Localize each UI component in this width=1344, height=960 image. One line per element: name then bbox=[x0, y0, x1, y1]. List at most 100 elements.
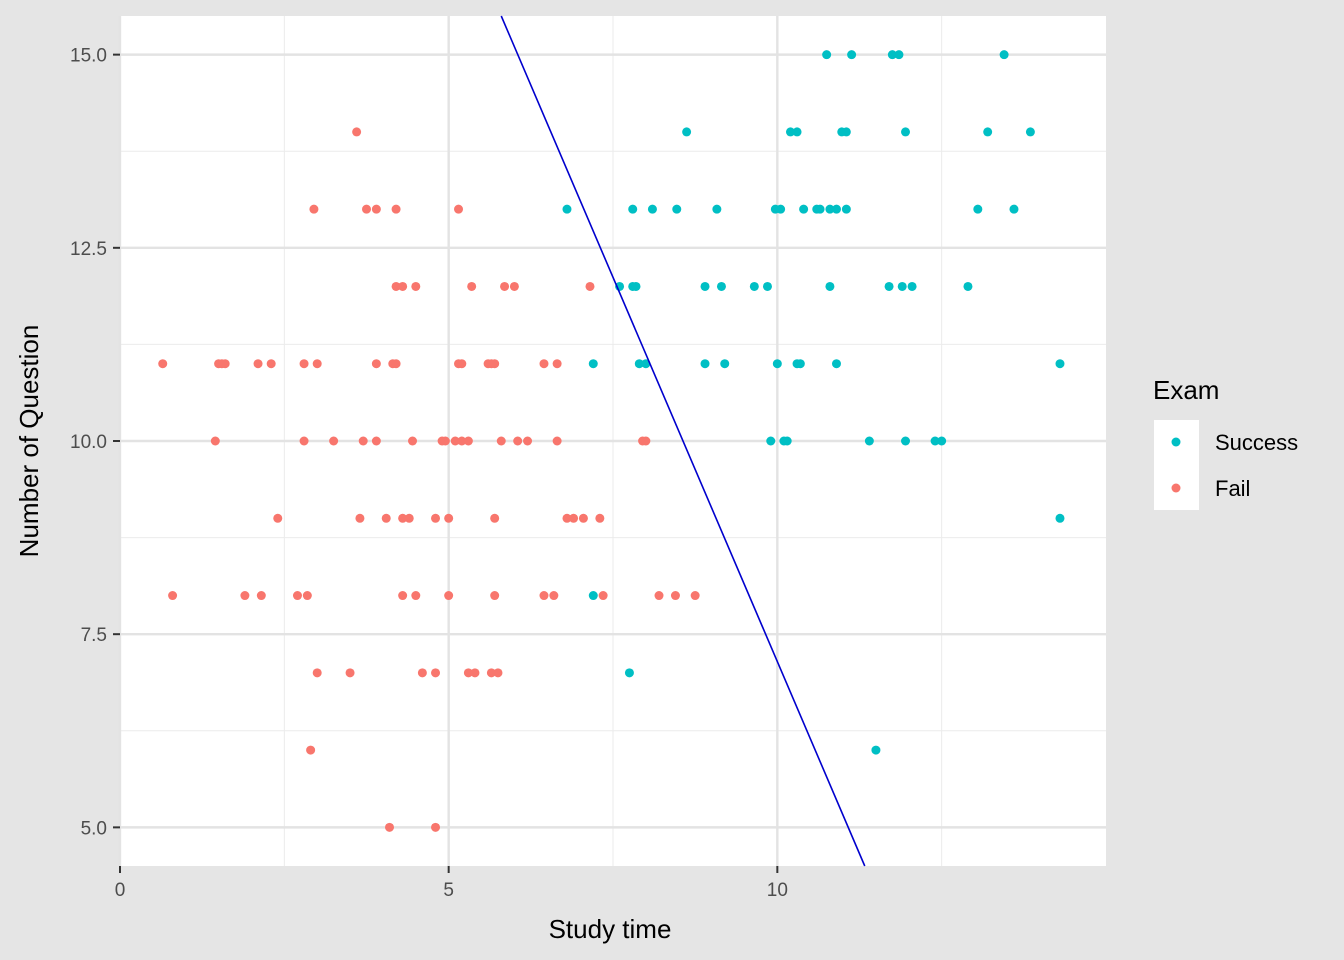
point-success bbox=[762, 281, 772, 291]
point-success bbox=[772, 359, 782, 369]
point-fail bbox=[670, 591, 680, 601]
legend: Exam Success Fail bbox=[1153, 375, 1298, 510]
point-fail bbox=[585, 281, 595, 291]
point-fail bbox=[457, 359, 467, 369]
point-fail bbox=[210, 436, 220, 446]
point-fail bbox=[431, 513, 441, 523]
point-fail bbox=[641, 436, 651, 446]
point-fail bbox=[690, 591, 700, 601]
point-success bbox=[1055, 359, 1065, 369]
point-success bbox=[871, 745, 881, 755]
point-success bbox=[983, 127, 993, 137]
point-success bbox=[720, 359, 730, 369]
point-fail bbox=[168, 591, 178, 601]
y-tick-label: 10.0 bbox=[70, 432, 107, 453]
point-fail bbox=[490, 591, 500, 601]
point-success bbox=[907, 281, 917, 291]
point-fail bbox=[500, 281, 510, 291]
point-fail bbox=[391, 359, 401, 369]
point-fail bbox=[457, 436, 467, 446]
point-success bbox=[682, 127, 692, 137]
point-fail bbox=[598, 591, 608, 601]
point-success bbox=[864, 436, 874, 446]
point-fail bbox=[408, 436, 418, 446]
point-fail bbox=[411, 591, 421, 601]
point-success bbox=[973, 204, 983, 214]
point-success bbox=[776, 204, 786, 214]
point-fail bbox=[381, 513, 391, 523]
point-success bbox=[930, 436, 940, 446]
point-success bbox=[1025, 127, 1035, 137]
legend-label-success: Success bbox=[1215, 430, 1298, 455]
legend-title: Exam bbox=[1153, 375, 1219, 405]
point-fail bbox=[266, 359, 276, 369]
point-success bbox=[847, 50, 857, 60]
point-fail bbox=[306, 745, 316, 755]
point-fail bbox=[496, 436, 506, 446]
point-fail bbox=[292, 591, 302, 601]
point-fail bbox=[549, 591, 559, 601]
point-success bbox=[634, 359, 644, 369]
point-fail bbox=[329, 436, 339, 446]
x-tick-label: 10 bbox=[767, 880, 788, 901]
point-success bbox=[884, 281, 894, 291]
point-fail bbox=[352, 127, 362, 137]
point-success bbox=[963, 281, 973, 291]
point-success bbox=[749, 281, 759, 291]
point-success bbox=[901, 127, 911, 137]
point-fail bbox=[444, 513, 454, 523]
point-success bbox=[887, 50, 897, 60]
point-success bbox=[712, 204, 722, 214]
point-fail bbox=[345, 668, 355, 678]
point-success bbox=[792, 127, 802, 137]
point-fail bbox=[371, 436, 381, 446]
y-tick-label: 15.0 bbox=[70, 46, 107, 67]
point-fail bbox=[539, 359, 549, 369]
point-success bbox=[588, 359, 598, 369]
point-fail bbox=[312, 359, 322, 369]
legend-dot-fail bbox=[1171, 483, 1181, 493]
point-success bbox=[716, 281, 726, 291]
point-success bbox=[799, 204, 809, 214]
legend-label-fail: Fail bbox=[1215, 476, 1250, 501]
point-success bbox=[825, 281, 835, 291]
axes: 0 5 10 5.0 7.5 10.0 12.5 15.0 bbox=[70, 46, 788, 901]
x-tick-label: 0 bbox=[115, 880, 126, 901]
point-fail bbox=[463, 436, 473, 446]
point-fail bbox=[302, 591, 312, 601]
point-fail bbox=[513, 436, 523, 446]
point-fail bbox=[391, 281, 401, 291]
point-success bbox=[782, 436, 792, 446]
point-fail bbox=[404, 513, 414, 523]
point-success bbox=[841, 127, 851, 137]
point-fail bbox=[467, 281, 477, 291]
point-success bbox=[700, 281, 710, 291]
legend-dot-success bbox=[1171, 437, 1181, 447]
point-success bbox=[841, 204, 851, 214]
point-fail bbox=[273, 513, 283, 523]
point-fail bbox=[552, 436, 562, 446]
point-fail bbox=[444, 591, 454, 601]
point-fail bbox=[391, 204, 401, 214]
point-success bbox=[822, 50, 832, 60]
x-tick-label: 5 bbox=[443, 880, 454, 901]
y-tick-label: 7.5 bbox=[81, 625, 107, 646]
point-fail bbox=[398, 513, 408, 523]
point-fail bbox=[362, 204, 371, 214]
point-fail bbox=[523, 436, 533, 446]
point-success bbox=[937, 436, 947, 446]
point-fail bbox=[493, 668, 503, 678]
point-success bbox=[897, 281, 907, 291]
point-success bbox=[1055, 513, 1065, 523]
point-fail bbox=[509, 281, 519, 291]
y-tick-label: 12.5 bbox=[70, 239, 107, 260]
point-fail bbox=[385, 822, 395, 832]
y-tick-label: 5.0 bbox=[81, 818, 107, 839]
point-fail bbox=[440, 436, 450, 446]
point-fail bbox=[240, 591, 250, 601]
point-success bbox=[641, 359, 651, 369]
decision-boundary bbox=[500, 15, 866, 867]
point-success bbox=[1009, 204, 1019, 214]
point-fail bbox=[490, 359, 500, 369]
